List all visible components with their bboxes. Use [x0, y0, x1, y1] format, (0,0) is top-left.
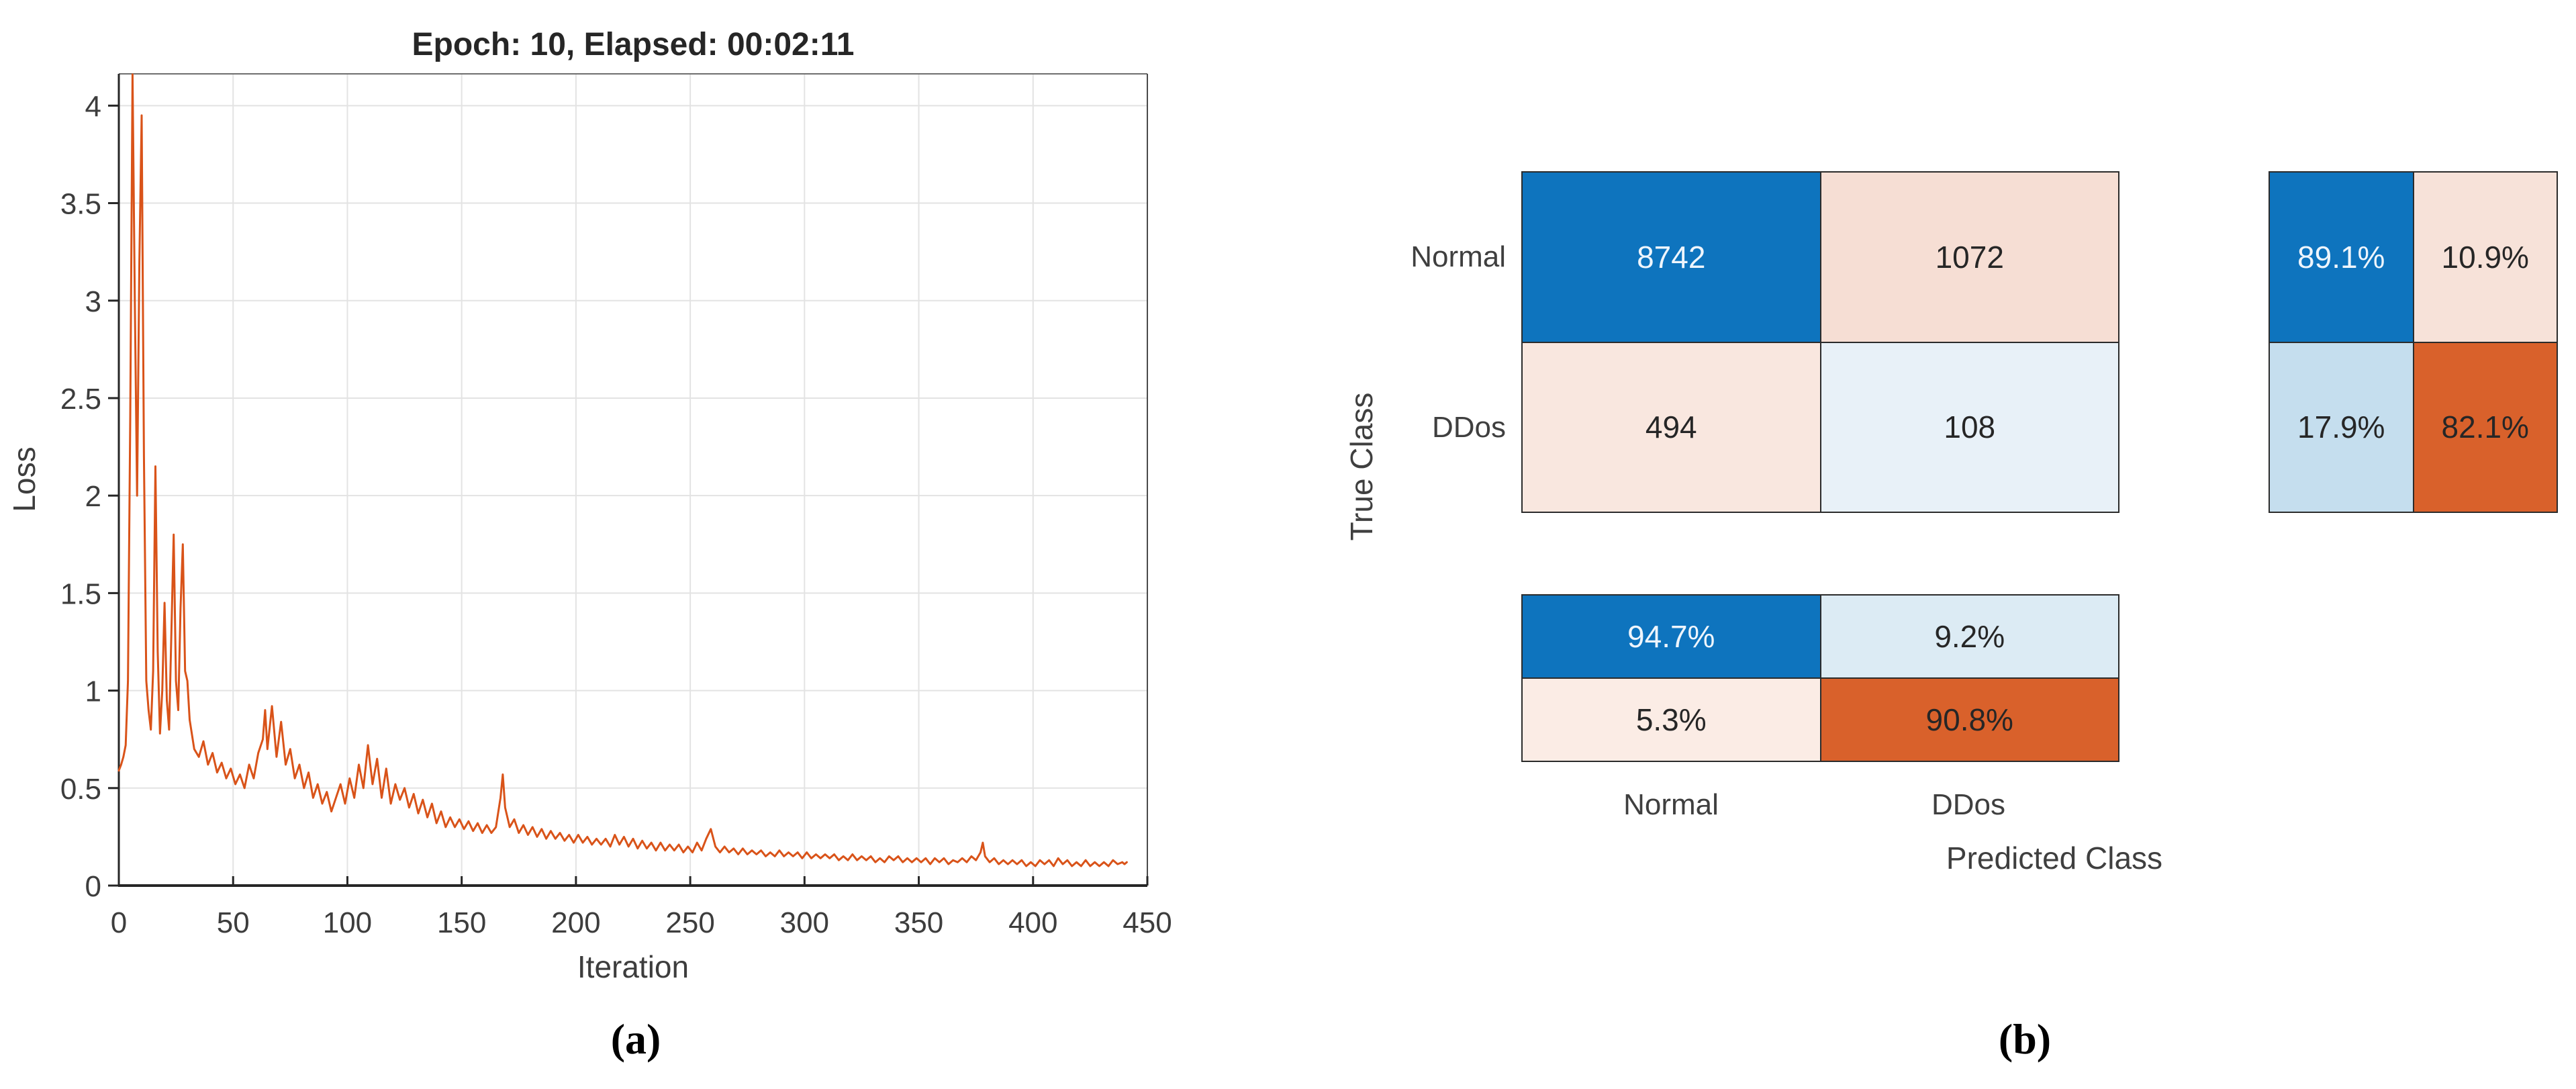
y-tick-label: 3.5	[60, 188, 101, 221]
y-tick-label: 1.5	[60, 577, 101, 610]
y-tick-label: 4	[85, 90, 101, 123]
confusion-matrix-row-summary: 89.1% 10.9% 17.9% 82.1%	[2269, 171, 2558, 513]
confusion-cell: 1072	[1821, 173, 2118, 342]
panel-a-tag: (a)	[610, 1015, 661, 1063]
column-summary-cell: 94.7%	[1523, 596, 1820, 677]
predicted-class-axis-label: Predicted Class	[1946, 841, 2163, 875]
x-axis-label: Iteration	[577, 949, 689, 984]
x-tick-label: 350	[894, 906, 943, 939]
y-axis-label: Loss	[7, 446, 42, 512]
loss-curve	[117, 73, 1128, 867]
grid-lines	[119, 74, 1148, 886]
row-summary-cell: 17.9%	[2270, 342, 2413, 512]
x-tick-label: 100	[323, 906, 372, 939]
x-tick-label: 250	[665, 906, 714, 939]
x-tick-label: 50	[217, 906, 250, 939]
x-tick-label: 200	[551, 906, 600, 939]
panel-b-tag: (b)	[1998, 1015, 2052, 1063]
row-summary-cell: 10.9%	[2414, 173, 2557, 342]
x-tick-label: 300	[780, 906, 829, 939]
tick-labels: 0 50 100 150 200 250 300 350 400 450 0 0.5 1 1.5 2 2.5 3…	[60, 90, 1172, 939]
y-tick-label: 3	[85, 285, 101, 318]
confusion-matrix-column-summary: 94.7% 9.2% 5.3% 90.8%	[1521, 594, 2119, 762]
column-summary-cell: 9.2%	[1821, 596, 2118, 677]
y-tick-label: 2	[85, 480, 101, 513]
true-class-axis-label: True Class	[1344, 392, 1379, 541]
col-label-normal: Normal	[1623, 788, 1719, 821]
y-tick-label: 2.5	[60, 383, 101, 416]
y-tick-label: 0.5	[60, 773, 101, 806]
x-tick-label: 0	[111, 906, 127, 939]
row-label-normal: Normal	[1411, 240, 1506, 273]
col-label-ddos: DDos	[1931, 788, 2006, 821]
confusion-cell: 494	[1523, 342, 1820, 512]
x-tick-label: 400	[1008, 906, 1057, 939]
column-summary-cell: 5.3%	[1523, 679, 1820, 761]
row-summary-cell: 82.1%	[2414, 342, 2557, 512]
loss-chart: 0 50 100 150 200 250 300 350 400 450 0 0.5 1 1.5 2 2.5 3…	[7, 27, 1172, 984]
row-summary-cell: 89.1%	[2270, 173, 2413, 342]
confusion-cell: 108	[1821, 342, 2118, 512]
x-tick-label: 450	[1123, 906, 1172, 939]
column-summary-cell: 90.8%	[1821, 679, 2118, 761]
axes	[108, 73, 1149, 887]
chart-title: Epoch: 10, Elapsed: 00:02:11	[412, 27, 855, 62]
confusion-cell: 8742	[1523, 173, 1820, 342]
y-tick-label: 1	[85, 675, 101, 708]
row-label-ddos: DDos	[1431, 411, 1506, 444]
confusion-matrix-main: 8742 1072 494 108	[1521, 171, 2119, 513]
y-tick-label: 0	[85, 870, 101, 903]
x-tick-label: 150	[437, 906, 486, 939]
